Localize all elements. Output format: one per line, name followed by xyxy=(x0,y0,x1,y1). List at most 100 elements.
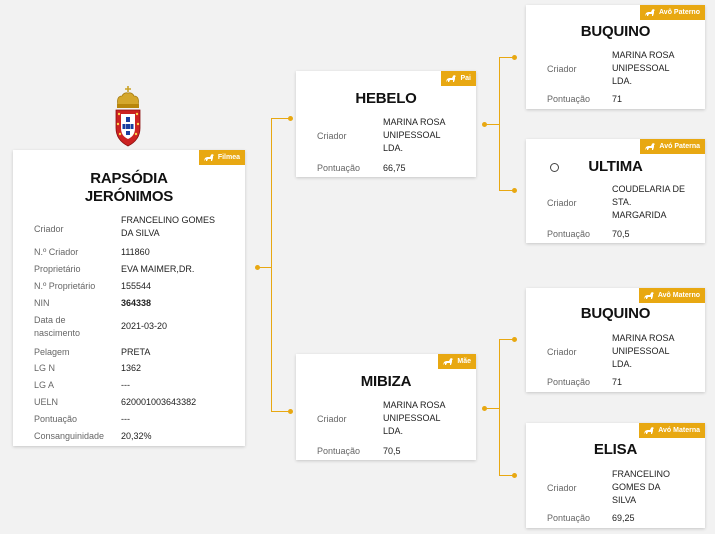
criador-value: COUDELARIA DE STA. MARGARIDA xyxy=(612,184,686,220)
criador-value: MARINA ROSA UNIPESSOAL LDA. xyxy=(383,117,446,153)
coat-of-arms-logo xyxy=(110,84,146,150)
pelagem-value: PRETA xyxy=(121,347,151,357)
n-proprietario-value: 155544 xyxy=(121,281,152,291)
criador-label: Criador xyxy=(34,224,64,234)
consanguinidade-value: 20,32% xyxy=(121,431,152,441)
horse-name: BUQUINO xyxy=(580,305,651,322)
horse-icon xyxy=(645,9,656,16)
connector-dot xyxy=(288,116,293,121)
n-criador-value: 111860 xyxy=(121,247,150,257)
horse-icon xyxy=(643,292,654,299)
breeder-mark-icon xyxy=(550,163,559,172)
pontuacao-value: 69,25 xyxy=(612,513,635,523)
pontuacao-label: Pontuação xyxy=(547,94,591,104)
horse-name: MIBIZA xyxy=(360,373,412,390)
connector-dot xyxy=(288,409,293,414)
horse-icon xyxy=(446,75,457,82)
connector-line xyxy=(271,118,273,412)
pontuacao-label: Pontuação xyxy=(34,414,78,424)
connector-dot xyxy=(255,265,260,270)
pontuacao-value: 66,75 xyxy=(383,163,406,173)
avo-paterna-badge: Avó Paterna xyxy=(640,139,705,154)
criador-value: MARINA ROSA UNIPESSOAL LDA. xyxy=(383,400,446,436)
horse-name: HEBELO xyxy=(355,90,417,107)
filmea-badge: Filmea xyxy=(198,150,245,165)
criador-value: FRANCELINO GOMES DA SILVA xyxy=(121,215,216,238)
pontuacao-value: 70,5 xyxy=(383,446,401,456)
connector-dot xyxy=(512,337,517,342)
pontuacao-label: Pontuação xyxy=(317,446,361,456)
lgn-label: LG N xyxy=(34,363,56,373)
badge-label: Avô Paterno xyxy=(659,9,700,16)
connector-line xyxy=(499,57,514,59)
nin-value: 364338 xyxy=(121,298,152,308)
pontuacao-label: Pontuação xyxy=(547,229,591,239)
n-criador-label: N.º Criador xyxy=(34,247,79,257)
criador-label: Criador xyxy=(547,347,577,357)
criador-label: Criador xyxy=(317,414,347,424)
connector-line xyxy=(271,411,290,413)
lga-label: LG A xyxy=(34,380,55,390)
proprietario-value: EVA MAIMER,DR. xyxy=(121,264,195,274)
pelagem-label: Pelagem xyxy=(34,347,70,357)
badge-label: Avó Paterna xyxy=(659,143,700,150)
connector-line xyxy=(499,475,514,477)
connector-line xyxy=(485,124,499,126)
horse-name: RAPSÓDIA JERÓNIMOS xyxy=(84,170,174,205)
avo-paterna-card: Avó Paterna ULTIMA Criador COUDELARIA DE… xyxy=(526,139,705,243)
lga-value: --- xyxy=(121,380,130,390)
horse-icon xyxy=(645,143,656,150)
pontuacao-value: --- xyxy=(121,414,130,424)
horse-name: BUQUINO xyxy=(580,23,651,40)
connector-line xyxy=(499,57,501,191)
avo-paterno-badge: Avô Paterno xyxy=(640,5,705,20)
badge-label: Filmea xyxy=(217,154,240,161)
connector-dot xyxy=(512,55,517,60)
pontuacao-value: 70,5 xyxy=(612,229,630,239)
criador-value: FRANCELINO GOMES DA SILVA xyxy=(612,469,671,505)
pontuacao-value: 71 xyxy=(612,377,623,387)
nin-label: NIN xyxy=(34,298,50,308)
criador-label: Criador xyxy=(547,198,577,208)
criador-label: Criador xyxy=(547,483,577,493)
pontuacao-label: Pontuação xyxy=(547,377,591,387)
avo-materna-card: Avó Materna ELISA Criador FRANCELINO GOME… xyxy=(526,423,705,528)
connector-dot xyxy=(512,188,517,193)
criador-label: Criador xyxy=(317,131,347,141)
badge-label: Mãe xyxy=(457,358,471,365)
connector-line xyxy=(499,339,501,476)
pontuacao-label: Pontuação xyxy=(547,513,591,523)
lgn-value: 1362 xyxy=(121,363,142,373)
avo-materno-badge: Avô Materno xyxy=(638,288,705,303)
main-horse-card: Filmea RAPSÓDIA JERÓNIMOS Criador FRANCE… xyxy=(13,150,245,446)
pai-card: Pai HEBELO Criador MARINA ROSA UNIPESSOAL… xyxy=(296,71,476,177)
mae-badge: Mãe xyxy=(438,354,476,369)
criador-value: MARINA ROSA UNIPESSOAL LDA. xyxy=(612,50,675,86)
horse-name: ELISA xyxy=(593,441,638,458)
connector-dot xyxy=(512,473,517,478)
pontuacao-value: 71 xyxy=(612,94,623,104)
badge-label: Avó Materna xyxy=(658,427,700,434)
nascimento-value: 2021-03-20 xyxy=(121,321,168,331)
criador-label: Criador xyxy=(547,64,577,74)
consanguinidade-label: Consanguinidade xyxy=(34,431,105,441)
avo-paterno-card: Avô Paterno BUQUINO Criador MARINA ROSA U… xyxy=(526,5,705,109)
ueln-label: UELN xyxy=(34,397,59,407)
badge-label: Avô Materno xyxy=(657,292,700,299)
horse-icon xyxy=(203,154,214,161)
avo-materno-card: Avô Materno BUQUINO Criador MARINA ROSA U… xyxy=(526,288,705,392)
connector-line xyxy=(271,118,290,120)
connector-line xyxy=(258,267,271,269)
connector-line xyxy=(485,408,499,410)
ueln-value: 620001003643382 xyxy=(121,397,197,407)
mae-card: Mãe MIBIZA Criador MARINA ROSA UNIPESSOAL… xyxy=(296,354,476,460)
connector-dot xyxy=(482,122,487,127)
horse-name: ULTIMA xyxy=(588,158,643,175)
criador-value: MARINA ROSA UNIPESSOAL LDA. xyxy=(612,333,675,369)
connector-line xyxy=(499,190,514,192)
connector-dot xyxy=(482,406,487,411)
avo-materna-badge: Avó Materna xyxy=(639,423,705,438)
proprietario-label: Proprietário xyxy=(34,264,81,274)
badge-label: Pai xyxy=(460,75,471,82)
pai-badge: Pai xyxy=(441,71,476,86)
